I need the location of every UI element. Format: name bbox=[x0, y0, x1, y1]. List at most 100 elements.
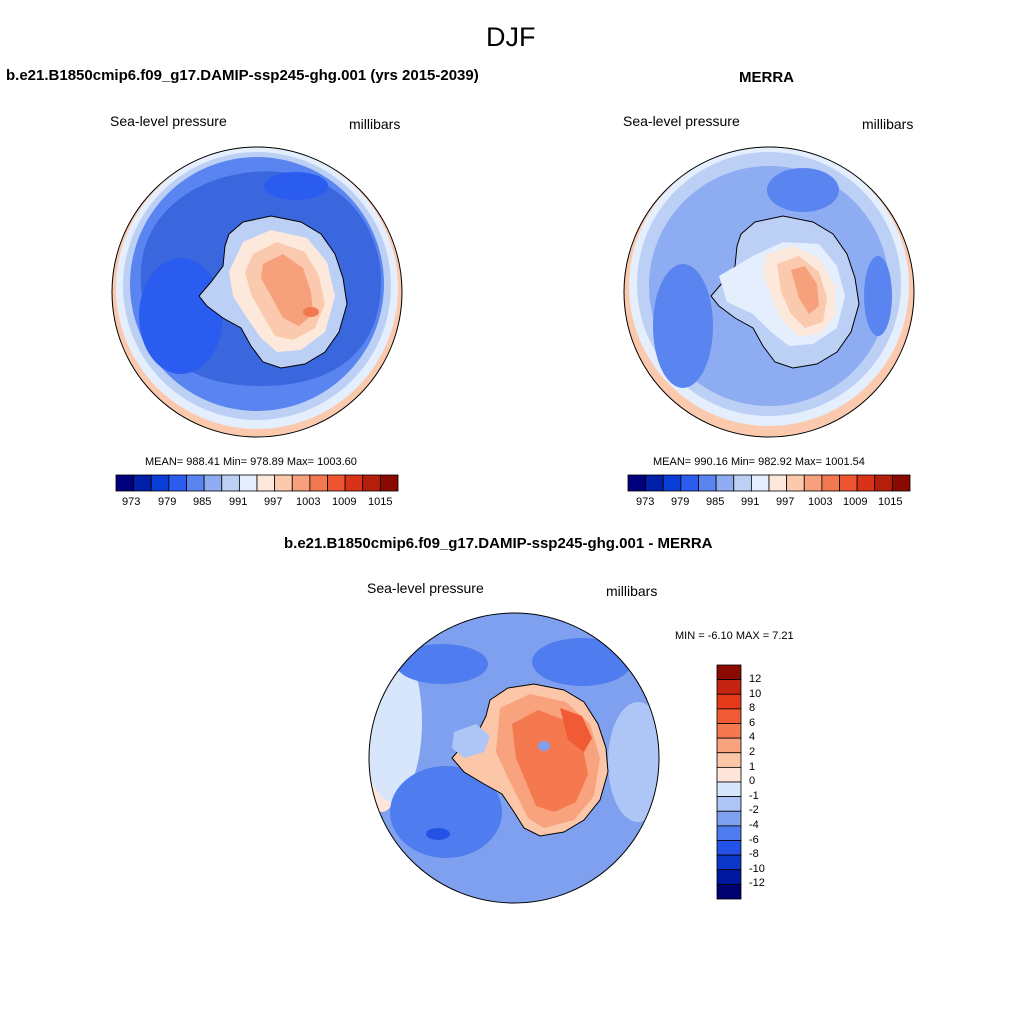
panel3-tick: 0 bbox=[749, 775, 756, 787]
colorbar-swatch bbox=[291, 474, 311, 492]
panel1-colorbar bbox=[115, 474, 399, 492]
panel3-tick: -6 bbox=[749, 834, 759, 846]
panel3-min-core bbox=[426, 828, 450, 840]
panel1-tick: 1009 bbox=[332, 496, 357, 508]
panel2-low-east bbox=[864, 256, 892, 336]
colorbar-swatch bbox=[803, 474, 823, 492]
colorbar-swatch bbox=[716, 810, 742, 827]
colorbar-swatch bbox=[627, 474, 647, 492]
colorbar-swatch bbox=[716, 708, 742, 724]
panel3-tick: 1 bbox=[749, 761, 756, 773]
panel1-tick: 1003 bbox=[296, 496, 321, 508]
panel2-tick: 1015 bbox=[878, 496, 903, 508]
panel3-tick: 2 bbox=[749, 746, 756, 758]
colorbar-swatch bbox=[309, 474, 328, 492]
colorbar-swatch bbox=[344, 474, 364, 492]
colorbar-swatch bbox=[274, 474, 293, 492]
panel1-stats: MEAN= 988.41 Min= 978.89 Max= 1003.60 bbox=[145, 456, 357, 468]
panel3-low-west bbox=[390, 766, 502, 858]
panel3-light-east bbox=[608, 702, 659, 822]
colorbar-swatch bbox=[786, 474, 805, 492]
panel3-anom-peak bbox=[560, 708, 592, 752]
panel3-neg-spot bbox=[538, 741, 550, 751]
panel3-tick: 4 bbox=[749, 731, 756, 743]
panel1-tick: 979 bbox=[158, 496, 177, 508]
panel3-colorbar bbox=[716, 664, 742, 900]
colorbar-swatch bbox=[874, 474, 893, 492]
panel1-low-west bbox=[139, 258, 223, 374]
panel2-stats: MEAN= 990.16 Min= 982.92 Max= 1001.54 bbox=[653, 456, 865, 468]
panel2-units: millibars bbox=[862, 116, 914, 132]
figure-title: DJF bbox=[486, 22, 536, 52]
colorbar-swatch bbox=[662, 474, 682, 492]
panel2-tick: 979 bbox=[671, 496, 690, 508]
colorbar-swatch bbox=[716, 781, 742, 798]
panel3-units: millibars bbox=[606, 583, 658, 599]
colorbar-swatch bbox=[733, 474, 752, 492]
panel2-tick: 985 bbox=[706, 496, 725, 508]
panel1-units: millibars bbox=[349, 116, 401, 132]
panel1-tick: 997 bbox=[264, 496, 283, 508]
panel1-low-north bbox=[264, 172, 328, 200]
panel3-tick: -10 bbox=[749, 863, 765, 875]
colorbar-swatch bbox=[716, 752, 742, 768]
panel3-tick: -4 bbox=[749, 819, 759, 831]
colorbar-swatch bbox=[133, 474, 152, 492]
panel3-variable: Sea-level pressure bbox=[367, 580, 484, 596]
panel2-tick: 997 bbox=[776, 496, 795, 508]
colorbar-swatch bbox=[645, 474, 664, 492]
panel1-variable: Sea-level pressure bbox=[110, 113, 227, 129]
panel3-tick: -12 bbox=[749, 877, 765, 889]
colorbar-swatch bbox=[839, 474, 858, 492]
colorbar-swatch bbox=[256, 474, 276, 492]
panel3-stats: MIN = -6.10 MAX = 7.21 bbox=[675, 630, 794, 642]
panel3-low-north bbox=[532, 638, 632, 686]
colorbar-swatch bbox=[750, 474, 770, 492]
panel3-tick: 6 bbox=[749, 717, 756, 729]
panel3-tick: -1 bbox=[749, 790, 759, 802]
colorbar-swatch bbox=[698, 474, 717, 492]
panel2-plateau-peak bbox=[791, 266, 819, 314]
colorbar-swatch bbox=[891, 474, 911, 492]
panel2-tick: 973 bbox=[636, 496, 655, 508]
panel1-map bbox=[111, 146, 403, 438]
colorbar-swatch bbox=[716, 766, 742, 783]
panel3-colorbar-ticks: 12 10 8 6 4 2 1 0 -1 -2 -4 -6 -8 -10 -12 bbox=[749, 673, 779, 893]
panel2-tick: 1003 bbox=[808, 496, 833, 508]
colorbar-swatch bbox=[716, 664, 742, 681]
panel2-colorbar-ticks: 973 979 985 991 997 1003 1009 1015 bbox=[628, 496, 910, 510]
panel1-tick: 973 bbox=[122, 496, 141, 508]
panel1-title: b.e21.B1850cmip6.f09_g17.DAMIP-ssp245-gh… bbox=[6, 67, 479, 84]
colorbar-swatch bbox=[715, 474, 735, 492]
panel3-title: b.e21.B1850cmip6.f09_g17.DAMIP-ssp245-gh… bbox=[284, 535, 713, 552]
colorbar-swatch bbox=[680, 474, 699, 492]
colorbar-swatch bbox=[716, 723, 742, 739]
colorbar-swatch bbox=[716, 737, 742, 754]
panel1-plateau-peak bbox=[303, 307, 319, 317]
colorbar-swatch bbox=[716, 796, 742, 812]
panel1-plateau3 bbox=[261, 254, 313, 326]
colorbar-swatch bbox=[716, 825, 742, 841]
panel3-low-nw bbox=[396, 644, 488, 684]
panel3-tick: -2 bbox=[749, 804, 759, 816]
colorbar-swatch bbox=[327, 474, 346, 492]
panel2-low-north bbox=[767, 168, 839, 212]
panel3-tick: 10 bbox=[749, 688, 762, 700]
colorbar-swatch bbox=[115, 474, 135, 492]
panel2-tick: 991 bbox=[741, 496, 760, 508]
colorbar-swatch bbox=[203, 474, 223, 492]
colorbar-swatch bbox=[168, 474, 187, 492]
colorbar-swatch bbox=[821, 474, 840, 492]
colorbar-swatch bbox=[186, 474, 205, 492]
panel1-tick: 985 bbox=[193, 496, 212, 508]
colorbar-swatch bbox=[856, 474, 876, 492]
colorbar-swatch bbox=[716, 693, 742, 710]
colorbar-swatch bbox=[716, 854, 742, 871]
colorbar-swatch bbox=[238, 474, 258, 492]
panel2-colorbar bbox=[627, 474, 911, 492]
panel1-colorbar-ticks: 973 979 985 991 997 1003 1009 1015 bbox=[116, 496, 398, 510]
panel2-map bbox=[623, 146, 915, 438]
colorbar-swatch bbox=[379, 474, 399, 492]
panel3-tick: 8 bbox=[749, 702, 756, 714]
panel2-tick: 1009 bbox=[843, 496, 868, 508]
